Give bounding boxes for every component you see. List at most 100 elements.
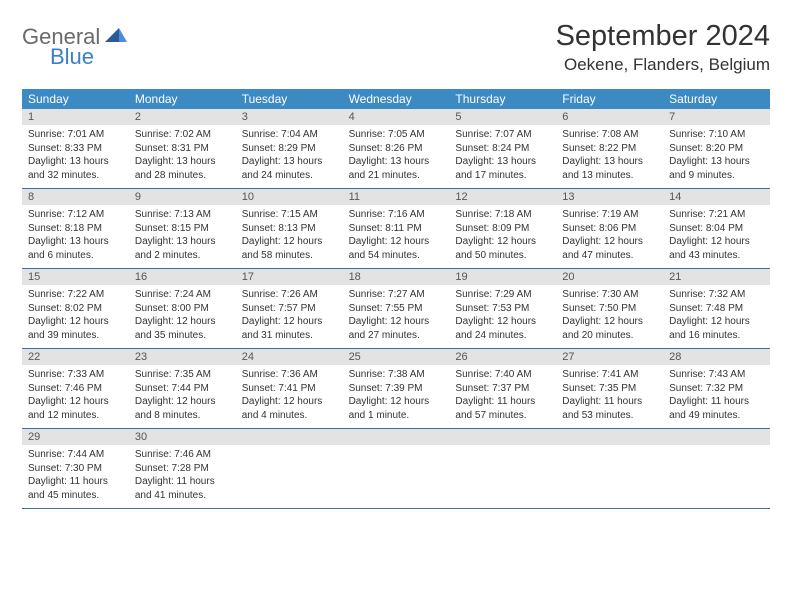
day-line-sunrise: Sunrise: 7:18 AM bbox=[455, 208, 550, 222]
day-line-day1: Daylight: 12 hours bbox=[669, 315, 764, 329]
day-body: Sunrise: 7:07 AMSunset: 8:24 PMDaylight:… bbox=[449, 125, 556, 188]
day-line-day2: and 27 minutes. bbox=[349, 329, 444, 343]
title-block: September 2024 Oekene, Flanders, Belgium bbox=[556, 20, 770, 75]
day-line-day2: and 39 minutes. bbox=[28, 329, 123, 343]
day-number: 16 bbox=[129, 269, 236, 285]
day-body: Sunrise: 7:04 AMSunset: 8:29 PMDaylight:… bbox=[236, 125, 343, 188]
day-line-sunrise: Sunrise: 7:38 AM bbox=[349, 368, 444, 382]
day-line-sunset: Sunset: 8:13 PM bbox=[242, 222, 337, 236]
day-line-sunrise: Sunrise: 7:33 AM bbox=[28, 368, 123, 382]
day-body: Sunrise: 7:35 AMSunset: 7:44 PMDaylight:… bbox=[129, 365, 236, 428]
day-line-sunset: Sunset: 7:57 PM bbox=[242, 302, 337, 316]
day-line-sunset: Sunset: 8:33 PM bbox=[28, 142, 123, 156]
day-body: Sunrise: 7:15 AMSunset: 8:13 PMDaylight:… bbox=[236, 205, 343, 268]
day-line-sunrise: Sunrise: 7:05 AM bbox=[349, 128, 444, 142]
day-line-day1: Daylight: 12 hours bbox=[349, 235, 444, 249]
calendar: SundayMondayTuesdayWednesdayThursdayFrid… bbox=[22, 89, 770, 509]
day-body: Sunrise: 7:16 AMSunset: 8:11 PMDaylight:… bbox=[343, 205, 450, 268]
day-line-day1: Daylight: 12 hours bbox=[28, 315, 123, 329]
day-number: 27 bbox=[556, 349, 663, 365]
day-line-sunrise: Sunrise: 7:19 AM bbox=[562, 208, 657, 222]
day-line-day2: and 24 minutes. bbox=[455, 329, 550, 343]
day-line-sunset: Sunset: 8:09 PM bbox=[455, 222, 550, 236]
day-line-day1: Daylight: 11 hours bbox=[28, 475, 123, 489]
day-line-sunrise: Sunrise: 7:40 AM bbox=[455, 368, 550, 382]
day-body: Sunrise: 7:43 AMSunset: 7:32 PMDaylight:… bbox=[663, 365, 770, 428]
day-number-empty bbox=[663, 429, 770, 445]
logo-word-blue: Blue bbox=[22, 46, 127, 68]
day-line-day1: Daylight: 12 hours bbox=[669, 235, 764, 249]
day-number: 28 bbox=[663, 349, 770, 365]
day-number: 22 bbox=[22, 349, 129, 365]
logo: General Blue bbox=[22, 20, 127, 68]
day-line-day2: and 49 minutes. bbox=[669, 409, 764, 423]
day-line-sunrise: Sunrise: 7:21 AM bbox=[669, 208, 764, 222]
day-number: 25 bbox=[343, 349, 450, 365]
day-line-sunrise: Sunrise: 7:10 AM bbox=[669, 128, 764, 142]
day-line-sunrise: Sunrise: 7:44 AM bbox=[28, 448, 123, 462]
day-body: Sunrise: 7:26 AMSunset: 7:57 PMDaylight:… bbox=[236, 285, 343, 348]
day-line-sunrise: Sunrise: 7:22 AM bbox=[28, 288, 123, 302]
day-number: 19 bbox=[449, 269, 556, 285]
day-number: 13 bbox=[556, 189, 663, 205]
weeks-container: 1234567Sunrise: 7:01 AMSunset: 8:33 PMDa… bbox=[22, 109, 770, 509]
day-line-sunset: Sunset: 8:22 PM bbox=[562, 142, 657, 156]
day-number: 4 bbox=[343, 109, 450, 125]
day-line-day2: and 12 minutes. bbox=[28, 409, 123, 423]
day-line-sunrise: Sunrise: 7:30 AM bbox=[562, 288, 657, 302]
day-line-day2: and 57 minutes. bbox=[455, 409, 550, 423]
day-line-sunset: Sunset: 8:15 PM bbox=[135, 222, 230, 236]
day-body-empty bbox=[236, 445, 343, 508]
week-row: 2930Sunrise: 7:44 AMSunset: 7:30 PMDayli… bbox=[22, 429, 770, 509]
day-line-day2: and 35 minutes. bbox=[135, 329, 230, 343]
day-line-day2: and 58 minutes. bbox=[242, 249, 337, 263]
day-line-day1: Daylight: 12 hours bbox=[242, 315, 337, 329]
week-row: 15161718192021Sunrise: 7:22 AMSunset: 8:… bbox=[22, 269, 770, 349]
day-number: 29 bbox=[22, 429, 129, 445]
day-number: 7 bbox=[663, 109, 770, 125]
day-line-sunrise: Sunrise: 7:43 AM bbox=[669, 368, 764, 382]
day-body: Sunrise: 7:02 AMSunset: 8:31 PMDaylight:… bbox=[129, 125, 236, 188]
day-line-day2: and 43 minutes. bbox=[669, 249, 764, 263]
day-body: Sunrise: 7:40 AMSunset: 7:37 PMDaylight:… bbox=[449, 365, 556, 428]
day-number: 8 bbox=[22, 189, 129, 205]
day-line-day2: and 1 minute. bbox=[349, 409, 444, 423]
day-line-day1: Daylight: 13 hours bbox=[562, 155, 657, 169]
day-body: Sunrise: 7:41 AMSunset: 7:35 PMDaylight:… bbox=[556, 365, 663, 428]
day-line-sunset: Sunset: 8:24 PM bbox=[455, 142, 550, 156]
dow-header-cell: Saturday bbox=[663, 89, 770, 109]
day-number: 24 bbox=[236, 349, 343, 365]
day-line-day2: and 21 minutes. bbox=[349, 169, 444, 183]
day-line-day2: and 47 minutes. bbox=[562, 249, 657, 263]
day-line-day2: and 32 minutes. bbox=[28, 169, 123, 183]
location-label: Oekene, Flanders, Belgium bbox=[556, 55, 770, 75]
day-number: 1 bbox=[22, 109, 129, 125]
day-line-day1: Daylight: 12 hours bbox=[135, 315, 230, 329]
day-number-empty bbox=[449, 429, 556, 445]
day-number: 18 bbox=[343, 269, 450, 285]
day-line-day1: Daylight: 11 hours bbox=[135, 475, 230, 489]
day-number: 21 bbox=[663, 269, 770, 285]
day-line-day2: and 2 minutes. bbox=[135, 249, 230, 263]
day-of-week-header-row: SundayMondayTuesdayWednesdayThursdayFrid… bbox=[22, 89, 770, 109]
day-body: Sunrise: 7:10 AMSunset: 8:20 PMDaylight:… bbox=[663, 125, 770, 188]
day-line-day2: and 16 minutes. bbox=[669, 329, 764, 343]
day-line-sunset: Sunset: 7:44 PM bbox=[135, 382, 230, 396]
day-line-sunset: Sunset: 7:37 PM bbox=[455, 382, 550, 396]
day-line-day1: Daylight: 13 hours bbox=[242, 155, 337, 169]
day-number: 3 bbox=[236, 109, 343, 125]
day-body: Sunrise: 7:01 AMSunset: 8:33 PMDaylight:… bbox=[22, 125, 129, 188]
day-number: 9 bbox=[129, 189, 236, 205]
day-body: Sunrise: 7:30 AMSunset: 7:50 PMDaylight:… bbox=[556, 285, 663, 348]
day-body: Sunrise: 7:44 AMSunset: 7:30 PMDaylight:… bbox=[22, 445, 129, 508]
day-line-sunset: Sunset: 8:06 PM bbox=[562, 222, 657, 236]
day-line-sunrise: Sunrise: 7:08 AM bbox=[562, 128, 657, 142]
day-body: Sunrise: 7:46 AMSunset: 7:28 PMDaylight:… bbox=[129, 445, 236, 508]
day-line-sunrise: Sunrise: 7:36 AM bbox=[242, 368, 337, 382]
day-line-sunset: Sunset: 7:28 PM bbox=[135, 462, 230, 476]
day-number-empty bbox=[556, 429, 663, 445]
day-line-sunset: Sunset: 8:11 PM bbox=[349, 222, 444, 236]
day-line-day1: Daylight: 11 hours bbox=[562, 395, 657, 409]
day-line-sunrise: Sunrise: 7:27 AM bbox=[349, 288, 444, 302]
day-number: 15 bbox=[22, 269, 129, 285]
